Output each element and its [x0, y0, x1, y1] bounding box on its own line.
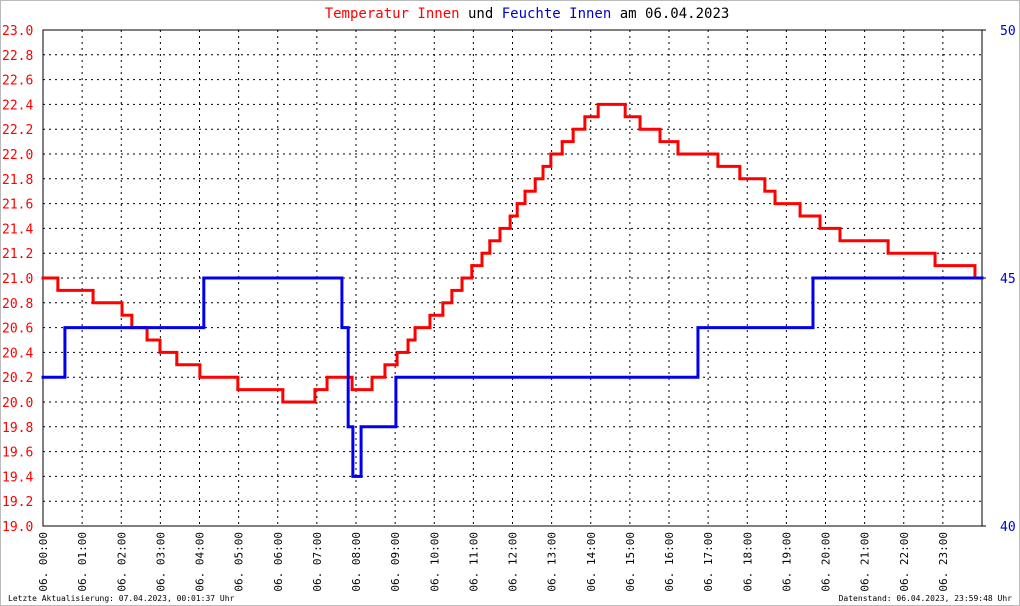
x-tick-label: 06. 19:00 [780, 532, 793, 592]
x-tick-label: 06. 11:00 [467, 532, 480, 592]
y2-tick-label: 40 [1000, 520, 1016, 535]
y-tick-label: 22.4 [2, 98, 33, 113]
x-tick-label: 06. 17:00 [702, 532, 715, 592]
x-tick-label: 06. 05:00 [233, 532, 246, 592]
y-tick-label: 22.8 [2, 49, 33, 64]
x-tick-label: 06. 20:00 [820, 532, 833, 592]
y-tick-label: 19.2 [2, 495, 33, 510]
x-tick-label: 06. 07:00 [311, 532, 324, 592]
x-tick-label: 06. 03:00 [154, 532, 167, 592]
y-tick-label: 20.2 [2, 371, 33, 386]
y-tick-label: 23.0 [2, 24, 33, 39]
title-series-2: Feuchte Innen [502, 6, 612, 22]
y-tick-label: 20.8 [2, 297, 33, 312]
y-tick-label: 21.8 [2, 173, 33, 188]
x-tick-label: 06. 01:00 [76, 532, 89, 592]
title-series-1: Temperatur Innen [325, 6, 460, 22]
x-tick-label: 06. 04:00 [194, 532, 207, 592]
footer-left: Letzte Aktualisierung: 07.04.2023, 00:01… [8, 594, 235, 603]
footer-right: Datenstand: 06.04.2023, 23:59:48 Uhr [839, 594, 1013, 603]
y-tick-label: 21.6 [2, 198, 33, 213]
x-tick-label: 06. 16:00 [663, 532, 676, 592]
y-tick-label: 19.6 [2, 446, 33, 461]
y-tick-label: 22.0 [2, 148, 33, 163]
x-tick-label: 06. 23:00 [937, 532, 950, 592]
y-tick-label: 21.4 [2, 222, 33, 237]
y-tick-label: 19.0 [2, 520, 33, 535]
x-tick-label: 06. 06:00 [272, 532, 285, 592]
x-tick-label: 06. 14:00 [585, 532, 598, 592]
x-tick-label: 06. 12:00 [507, 532, 520, 592]
title-joiner: und [468, 6, 493, 22]
x-tick-label: 06. 10:00 [428, 532, 441, 592]
y2-tick-label: 45 [1000, 272, 1016, 287]
y-tick-label: 22.6 [2, 74, 33, 89]
y-tick-label: 20.4 [2, 346, 33, 361]
title-suffix: am 06.04.2023 [620, 6, 730, 22]
x-tick-label: 06. 08:00 [350, 532, 363, 592]
y-tick-label: 20.6 [2, 322, 33, 337]
x-tick-label: 06. 09:00 [389, 532, 402, 592]
x-tick-label: 06. 13:00 [546, 532, 559, 592]
y-tick-label: 20.0 [2, 396, 33, 411]
x-tick-label: 06. 00:00 [37, 532, 50, 592]
x-tick-label: 06. 15:00 [624, 532, 637, 592]
x-tick-label: 06. 22:00 [898, 532, 911, 592]
chart-title: Temperatur Innen und Feuchte Innen am 06… [325, 6, 730, 22]
y-tick-label: 19.8 [2, 421, 33, 436]
y-tick-label: 21.2 [2, 247, 33, 262]
x-tick-label: 06. 02:00 [115, 532, 128, 592]
y-tick-label: 19.4 [2, 470, 33, 485]
y-tick-label: 21.0 [2, 272, 33, 287]
x-tick-label: 06. 21:00 [859, 532, 872, 592]
y-tick-label: 22.2 [2, 123, 33, 138]
y2-tick-label: 50 [1000, 24, 1016, 39]
x-tick-label: 06. 18:00 [741, 532, 754, 592]
